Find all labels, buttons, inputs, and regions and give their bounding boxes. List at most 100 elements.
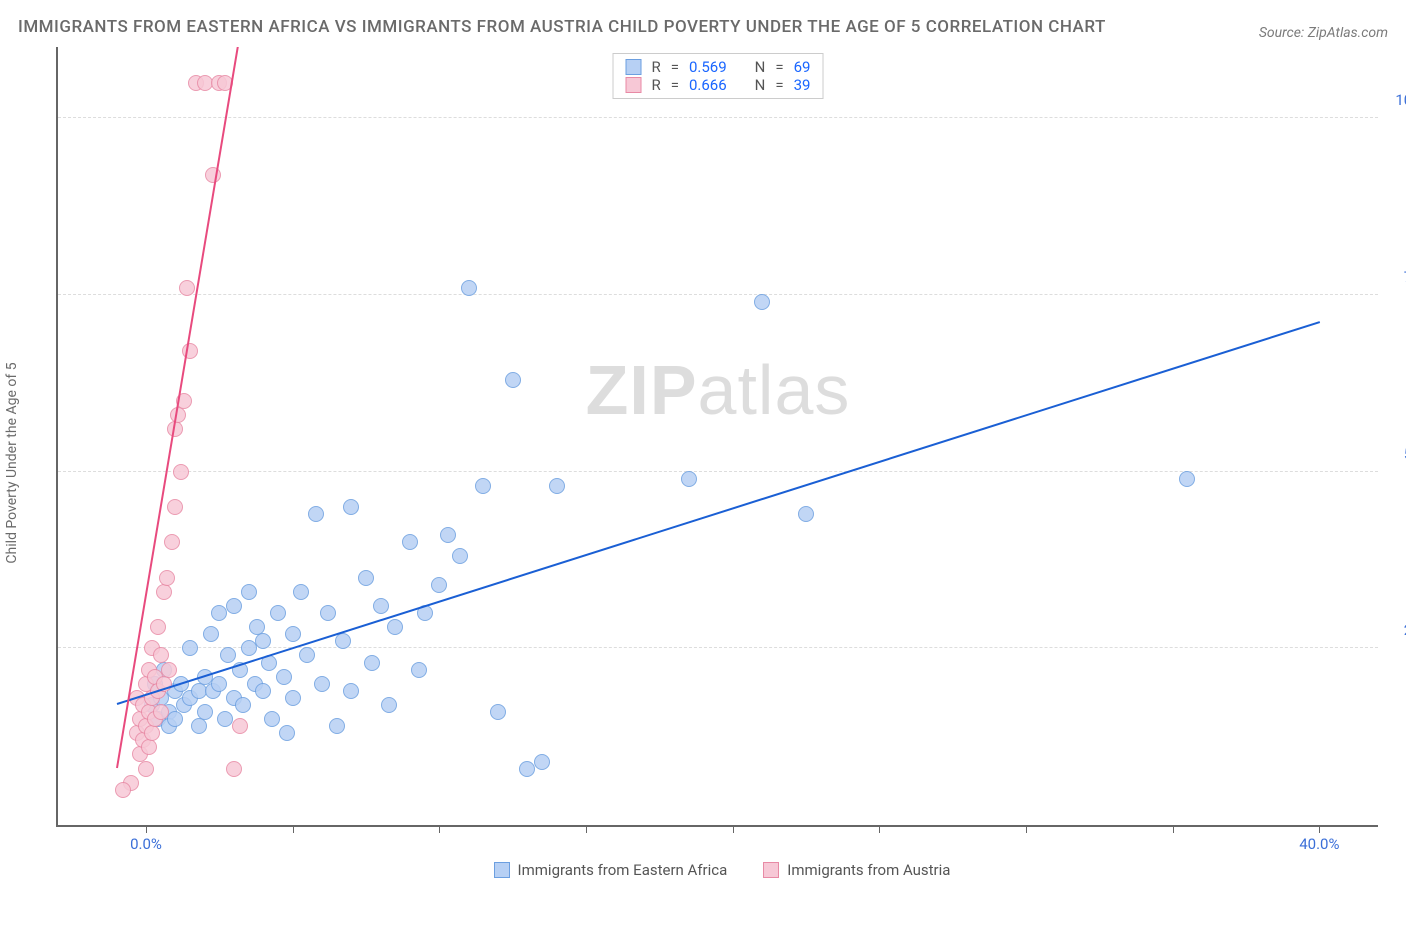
data-point <box>505 372 521 388</box>
data-point <box>358 570 374 586</box>
x-tick <box>879 825 880 833</box>
data-point <box>411 662 427 678</box>
data-point <box>255 633 271 649</box>
data-point <box>754 294 770 310</box>
data-point <box>440 527 456 543</box>
y-axis-label: Child Poverty Under the Age of 5 <box>4 363 20 564</box>
data-point <box>299 647 315 663</box>
data-point <box>161 662 177 678</box>
data-point <box>387 619 403 635</box>
data-point <box>220 647 236 663</box>
data-point <box>308 506 324 522</box>
data-point <box>232 718 248 734</box>
data-point <box>293 584 309 600</box>
data-point <box>264 711 280 727</box>
x-tick <box>733 825 734 833</box>
legend-eq-1a: = <box>671 76 679 94</box>
legend-stats: R = 0.569 N = 69 R = 0.666 N = 39 <box>613 53 824 99</box>
y-tick-label: 25.0% <box>1384 621 1406 639</box>
legend-n-value-1: 39 <box>794 76 811 94</box>
data-point <box>270 605 286 621</box>
bottom-legend-item-1: Immigrants from Austria <box>763 861 950 879</box>
bottom-legend-item-0: Immigrants from Eastern Africa <box>494 861 728 879</box>
legend-n-label-0: N <box>755 58 766 76</box>
watermark-light: atlas <box>698 351 851 429</box>
data-point <box>490 704 506 720</box>
data-point <box>211 676 227 692</box>
source-label: Source: ZipAtlas.com <box>1259 25 1388 41</box>
data-point <box>235 697 251 713</box>
data-point <box>373 598 389 614</box>
legend-row-1: R = 0.666 N = 39 <box>626 76 811 94</box>
legend-r-value-1: 0.666 <box>689 76 727 94</box>
data-point <box>381 697 397 713</box>
data-point <box>173 464 189 480</box>
chart-container: Child Poverty Under the Age of 5 ZIPatla… <box>18 47 1388 879</box>
legend-r-label-0: R <box>652 58 661 76</box>
data-point <box>159 570 175 586</box>
y-tick-label: 75.0% <box>1384 268 1406 286</box>
data-point <box>191 683 207 699</box>
data-point <box>115 782 131 798</box>
scatter-plot: ZIPatlas R = 0.569 N = 69 R = 0.666 N <box>56 47 1378 827</box>
data-point <box>226 761 242 777</box>
bottom-label-0: Immigrants from Eastern Africa <box>518 861 728 879</box>
data-point <box>798 506 814 522</box>
x-tick <box>1319 825 1320 833</box>
data-point <box>170 407 186 423</box>
y-tick-label: 100.0% <box>1384 91 1406 109</box>
data-point <box>329 718 345 734</box>
data-point <box>681 471 697 487</box>
data-point <box>179 280 195 296</box>
data-point <box>217 711 233 727</box>
gridline <box>58 117 1378 118</box>
data-point <box>138 761 154 777</box>
watermark-bold: ZIP <box>586 351 698 429</box>
data-point <box>285 690 301 706</box>
x-tick <box>293 825 294 833</box>
x-tick <box>146 825 147 833</box>
data-point <box>211 605 227 621</box>
legend-eq-0a: = <box>671 58 679 76</box>
data-point <box>343 683 359 699</box>
data-point <box>461 280 477 296</box>
data-point <box>203 626 219 642</box>
data-point <box>150 619 166 635</box>
data-point <box>475 478 491 494</box>
x-tick-label: 40.0% <box>1299 835 1339 853</box>
data-point <box>534 754 550 770</box>
data-point <box>255 683 271 699</box>
bottom-swatch-blue <box>494 862 510 878</box>
legend-swatch-pink <box>626 77 642 93</box>
data-point <box>402 534 418 550</box>
x-tick-label: 0.0% <box>130 835 162 853</box>
data-point <box>197 75 213 91</box>
data-point <box>314 676 330 692</box>
data-point <box>167 711 183 727</box>
watermark: ZIPatlas <box>586 350 851 430</box>
data-point <box>343 499 359 515</box>
data-point <box>1179 471 1195 487</box>
data-point <box>285 626 301 642</box>
data-point <box>197 704 213 720</box>
legend-r-label-1: R <box>652 76 661 94</box>
data-point <box>241 584 257 600</box>
x-tick <box>586 825 587 833</box>
gridline <box>58 471 1378 472</box>
data-point <box>144 725 160 741</box>
data-point <box>167 499 183 515</box>
chart-title: IMMIGRANTS FROM EASTERN AFRICA VS IMMIGR… <box>18 14 1106 41</box>
data-point <box>452 548 468 564</box>
legend-swatch-blue <box>626 59 642 75</box>
data-point <box>241 640 257 656</box>
x-tick <box>1026 825 1027 833</box>
data-point <box>156 584 172 600</box>
bottom-swatch-pink <box>763 862 779 878</box>
data-point <box>279 725 295 741</box>
data-point <box>276 669 292 685</box>
data-point <box>153 704 169 720</box>
legend-eq-1b: = <box>775 76 783 94</box>
data-point <box>431 577 447 593</box>
legend-row-0: R = 0.569 N = 69 <box>626 58 811 76</box>
data-point <box>191 718 207 734</box>
